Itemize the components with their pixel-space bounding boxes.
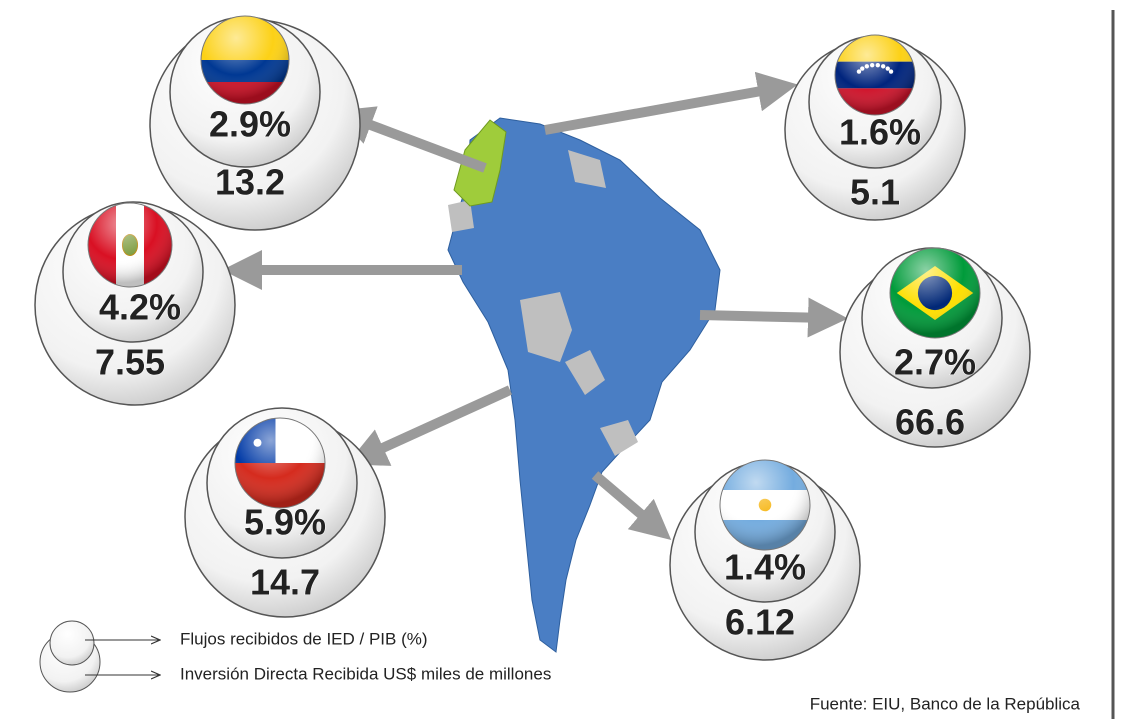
investment-label: 6.12: [725, 602, 795, 643]
legend: Flujos recibidos de IED / PIB (%) Invers…: [39, 620, 551, 693]
investment-label: 66.6: [895, 402, 965, 443]
country-bubble: 5.9% 14.7: [184, 407, 386, 618]
legend-item: Flujos recibidos de IED / PIB (%): [180, 629, 428, 648]
country-bubble: 1.4% 6.12: [669, 459, 861, 661]
flag-shine: [87, 202, 173, 288]
fdi-gdp-label: 1.4%: [724, 547, 806, 588]
map: [447, 117, 721, 653]
fdi-gdp-label: 5.9%: [244, 502, 326, 543]
fdi-gdp-label: 2.7%: [894, 342, 976, 383]
country-bubble: 2.9% 13.2: [149, 15, 361, 231]
investment-label: 7.55: [95, 342, 165, 383]
arrows: [222, 71, 848, 540]
fdi-gdp-label: 2.9%: [209, 104, 291, 145]
country-bubble: 4.2% 7.55: [34, 201, 236, 406]
flag-shine: [889, 247, 981, 339]
investment-label: 5.1: [850, 172, 900, 213]
flag-shine: [234, 417, 326, 509]
investment-label: 14.7: [250, 562, 320, 603]
flag-shine: [719, 459, 811, 551]
investment-label: 13.2: [215, 162, 285, 203]
flag-shine: [200, 15, 290, 105]
fdi-gdp-label: 1.6%: [839, 112, 921, 153]
country-bubble: 2.7% 66.6: [839, 247, 1031, 448]
legend-item: Inversión Directa Recibida US$ miles de …: [180, 664, 551, 683]
source: Fuente: EIU, Banco de la República: [810, 694, 1081, 713]
flag-shine: [834, 34, 916, 116]
country-bubble: 1.6% 5.1: [784, 34, 966, 221]
fdi-gdp-label: 4.2%: [99, 287, 181, 328]
